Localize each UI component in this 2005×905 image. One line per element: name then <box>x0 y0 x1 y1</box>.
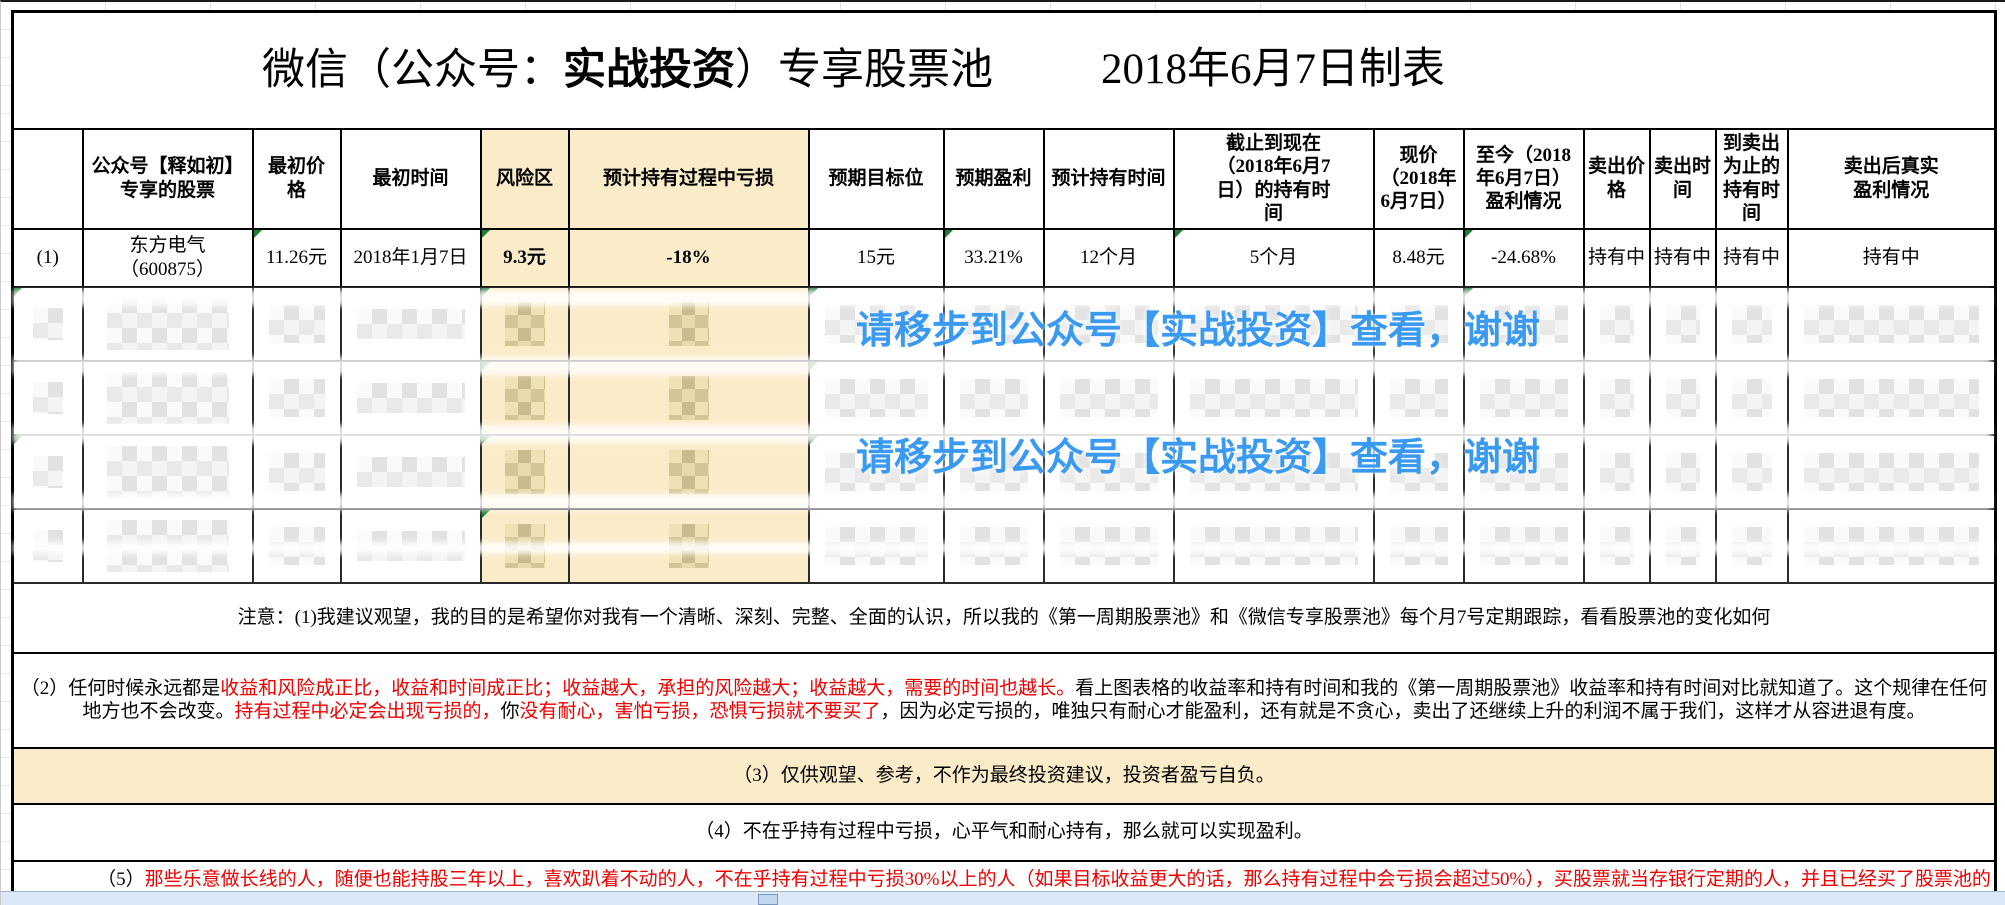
cell-flag-icon <box>1465 230 1473 238</box>
cell-expected-profit[interactable]: 33.21% <box>944 229 1044 287</box>
cell-holding-time-until-sell[interactable]: 持有中 <box>1716 229 1788 287</box>
header-initial-price[interactable]: 最初价 格 <box>253 129 341 229</box>
header-sell-time[interactable]: 卖出时 间 <box>1650 129 1716 229</box>
cell-flag-icon <box>254 230 262 238</box>
note-2[interactable]: （2）任何时候永远都是收益和风险成正比，收益和时间成正比；收益越大，承担的风险越… <box>13 653 1996 748</box>
cell-stock[interactable]: 东方电气 （600875） <box>83 229 253 287</box>
header-expected-profit[interactable]: 预期盈利 <box>944 129 1044 229</box>
cell-flag-icon <box>945 230 953 238</box>
table-date: 2018年6月7日制表 <box>1101 44 1445 96</box>
cell-holding-time-to-date[interactable]: 5个月 <box>1174 229 1374 287</box>
header-initial-date[interactable]: 最初时间 <box>341 129 481 229</box>
header-expected-holding-time[interactable]: 预计持有时间 <box>1044 129 1174 229</box>
header-risk-zone[interactable]: 风险区 <box>481 129 569 229</box>
note-row-1: 注意：(1)我建议观望，我的目的是希望你对我有一个清晰、深刻、完整、全面的认识，… <box>13 583 1996 653</box>
note-row-4: （4）不在乎持有过程中亏损，心平气和耐心持有，那么就可以实现盈利。 <box>13 804 1996 861</box>
cell-sell-price[interactable]: 持有中 <box>1584 229 1650 287</box>
scrollbar-thumb[interactable] <box>758 894 778 905</box>
title-row: 微信（公众号：实战投资）专享股票池 2018年6月7日制表 <box>13 12 1996 129</box>
cell-index[interactable]: (1) <box>13 229 83 287</box>
header-stock[interactable]: 公众号【释如初】 专享的股票 <box>83 129 253 229</box>
cell-real-profit-after-sell[interactable]: 持有中 <box>1788 229 1996 287</box>
redaction-notice: 请移步到公众号【实战投资】查看，谢谢 <box>856 426 1540 481</box>
redaction-smear <box>13 357 1991 375</box>
note-row-3: （3）仅供观望、参考，不作为最终投资建议，投资者盈亏自负。 <box>13 748 1996 804</box>
cell-profit-to-date[interactable]: -24.68% <box>1464 229 1584 287</box>
cell-current-price[interactable]: 8.48元 <box>1374 229 1464 287</box>
cell-flag-icon <box>1175 230 1183 238</box>
cell-target-price[interactable]: 15元 <box>809 229 944 287</box>
cell-risk-zone[interactable]: 9.3元 <box>481 229 569 287</box>
header-current-price[interactable]: 现价 （2018年 6月7日） <box>1374 129 1464 229</box>
redaction-smear <box>13 542 1991 554</box>
cell-flag-icon <box>482 230 490 238</box>
cell-expected-drawdown[interactable]: -18% <box>569 229 809 287</box>
header-holding-time-until-sell[interactable]: 到卖出 为止的 持有时 间 <box>1716 129 1788 229</box>
redaction-notice: 请移步到公众号【实战投资】查看，谢谢 <box>856 299 1540 354</box>
top-gridlines <box>1 2 2005 10</box>
left-gridlines <box>1 2 11 890</box>
cell-initial-date[interactable]: 2018年1月7日 <box>341 229 481 287</box>
header-row: 公众号【释如初】 专享的股票 最初价 格 最初时间 风险区 预计持有过程中亏损 … <box>13 129 1996 229</box>
cell-flag-icon <box>482 510 490 518</box>
note-row-2: （2）任何时候永远都是收益和风险成正比，收益和时间成正比；收益越大，承担的风险越… <box>13 653 1996 748</box>
note-1[interactable]: 注意：(1)我建议观望，我的目的是希望你对我有一个清晰、深刻、完整、全面的认识，… <box>13 583 1996 653</box>
table-row: (1) 东方电气 （600875） 11.26元 2018年1月7日 9.3元 … <box>13 229 1996 287</box>
header-target-price[interactable]: 预期目标位 <box>809 129 944 229</box>
header-profit-to-date[interactable]: 至今（2018 年6月7日） 盈利情况 <box>1464 129 1584 229</box>
cell-initial-price[interactable]: 11.26元 <box>253 229 341 287</box>
page-title: 微信（公众号：实战投资）专享股票池 <box>262 44 993 97</box>
header-sell-price[interactable]: 卖出价 格 <box>1584 129 1650 229</box>
header-expected-drawdown[interactable]: 预计持有过程中亏损 <box>569 129 809 229</box>
header-holding-time-to-date[interactable]: 截止到现在 （2018年6月7 日）的持有时 间 <box>1174 129 1374 229</box>
header-index[interactable] <box>13 129 83 229</box>
redaction-smear <box>13 494 1991 510</box>
title-brand: 实战投资 <box>563 46 735 94</box>
note-4[interactable]: （4）不在乎持有过程中亏损，心平气和耐心持有，那么就可以实现盈利。 <box>13 804 1996 861</box>
cell-sell-time[interactable]: 持有中 <box>1650 229 1716 287</box>
header-real-profit-after-sell[interactable]: 卖出后真实 盈利情况 <box>1788 129 1996 229</box>
note-3[interactable]: （3）仅供观望、参考，不作为最终投资建议，投资者盈亏自负。 <box>13 748 1996 804</box>
cell-expected-holding-time[interactable]: 12个月 <box>1044 229 1174 287</box>
title-cell[interactable]: 微信（公众号：实战投资）专享股票池 2018年6月7日制表 <box>13 12 1996 129</box>
